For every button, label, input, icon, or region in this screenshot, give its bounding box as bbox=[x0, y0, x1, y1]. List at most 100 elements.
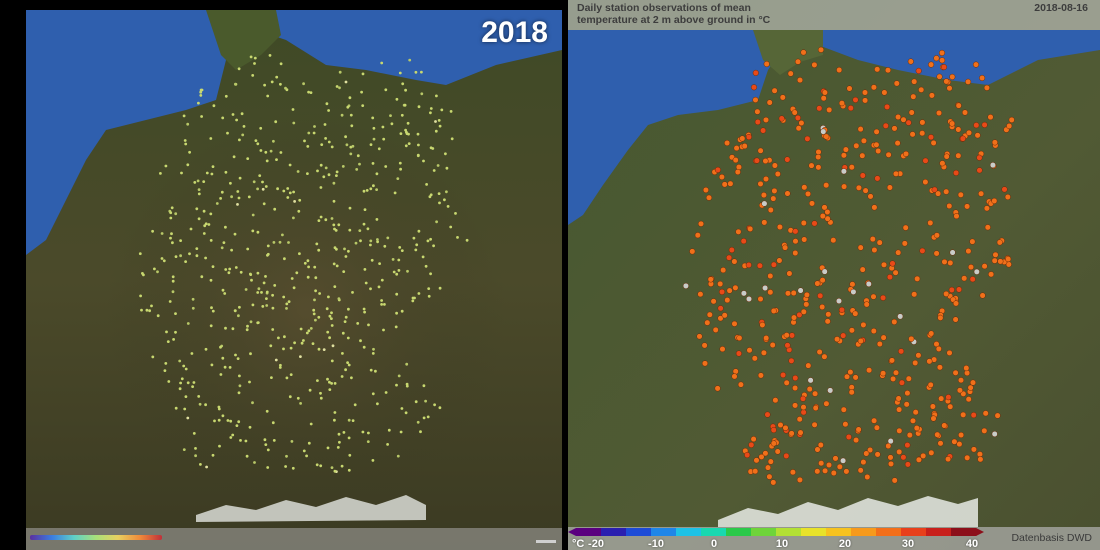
colorbar-high-arrow bbox=[976, 528, 984, 536]
left-station-dot bbox=[199, 463, 202, 466]
left-station-dot bbox=[351, 291, 354, 294]
left-station-dot bbox=[171, 279, 175, 283]
left-station-dot bbox=[384, 88, 388, 92]
colorbar-segment bbox=[701, 528, 727, 536]
right-station-dot bbox=[969, 276, 976, 283]
left-station-dot bbox=[151, 229, 154, 233]
legend-tick: -10 bbox=[648, 538, 664, 550]
legend-tick: 10 bbox=[775, 538, 789, 550]
left-station-dot bbox=[319, 391, 322, 395]
right-station-dot bbox=[803, 291, 810, 298]
left-station-dot bbox=[261, 305, 265, 308]
left-alps-snow bbox=[196, 495, 426, 522]
right-station-dot bbox=[754, 118, 761, 126]
right-station-dot bbox=[792, 384, 799, 392]
left-station-dot bbox=[358, 162, 361, 166]
left-station-dot bbox=[272, 139, 275, 143]
right-station-dot bbox=[886, 274, 893, 281]
left-station-dot bbox=[307, 441, 311, 445]
left-station-dot bbox=[437, 119, 441, 122]
left-station-dot bbox=[236, 203, 239, 206]
right-station-dot bbox=[762, 157, 769, 165]
year-label: 2018 bbox=[481, 16, 548, 49]
left-station-dot bbox=[238, 384, 242, 388]
right-station-dot bbox=[908, 335, 915, 342]
right-station-dot bbox=[706, 311, 713, 318]
right-station-dot bbox=[770, 307, 777, 314]
left-station-dot bbox=[180, 171, 183, 175]
right-station-dot bbox=[847, 369, 854, 376]
right-station-dot bbox=[915, 352, 922, 359]
right-station-dot bbox=[907, 58, 914, 65]
left-station-dot bbox=[262, 202, 266, 206]
left-station-dot bbox=[230, 195, 234, 199]
left-station-dot bbox=[376, 402, 379, 406]
left-station-dot bbox=[256, 230, 260, 234]
left-station-dot bbox=[318, 292, 321, 295]
right-station-dot bbox=[805, 362, 812, 369]
left-station-dot bbox=[291, 466, 295, 470]
right-station-dot bbox=[926, 358, 933, 365]
right-station-dot bbox=[867, 446, 874, 454]
left-station-dot bbox=[347, 436, 351, 440]
right-station-dot bbox=[795, 125, 802, 132]
right-station-dot bbox=[776, 223, 783, 231]
right-station-dot bbox=[892, 170, 900, 177]
left-station-dot bbox=[236, 357, 240, 360]
right-station-dot bbox=[867, 193, 874, 200]
right-station-dot bbox=[852, 310, 859, 317]
left-station-dot bbox=[231, 113, 235, 116]
left-station-dot bbox=[224, 268, 228, 271]
left-station-dot bbox=[384, 165, 388, 168]
temperature-legend: °C -20 -10 0 10 20 30 40 Datenbasis DWD bbox=[568, 527, 1100, 550]
left-station-dot bbox=[414, 400, 418, 404]
left-station-dot bbox=[306, 172, 309, 176]
left-station-dot bbox=[422, 159, 425, 163]
right-station-dot bbox=[973, 268, 980, 275]
right-station-dot bbox=[799, 395, 807, 402]
right-station-dot bbox=[850, 288, 857, 295]
right-station-dot bbox=[800, 404, 807, 411]
right-station-dot bbox=[947, 259, 954, 266]
right-station-dot bbox=[720, 267, 727, 274]
left-station-dot bbox=[382, 328, 385, 332]
colorbar-segment bbox=[626, 528, 652, 536]
left-station-dot bbox=[269, 344, 273, 348]
left-station-dot bbox=[372, 347, 375, 351]
left-station-dot bbox=[186, 322, 190, 325]
right-station-dot bbox=[873, 128, 880, 135]
right-station-dot bbox=[955, 102, 962, 109]
left-station-dot bbox=[371, 352, 375, 355]
left-station-dot bbox=[253, 56, 257, 60]
right-station-dot bbox=[885, 151, 892, 158]
left-station-dot bbox=[435, 220, 438, 224]
right-station-dot bbox=[881, 89, 888, 96]
right-station-dot bbox=[946, 349, 953, 356]
left-station-dot bbox=[278, 366, 282, 369]
right-station-dot bbox=[900, 116, 907, 123]
left-station-dot bbox=[372, 184, 375, 188]
left-station-dot bbox=[330, 466, 334, 469]
right-station-dot bbox=[771, 162, 778, 169]
right-station-dot bbox=[859, 172, 866, 179]
right-station-dot bbox=[896, 427, 903, 434]
right-station-dot bbox=[908, 109, 915, 116]
left-station-dot bbox=[292, 216, 295, 220]
left-station-dot bbox=[209, 137, 213, 140]
right-station-dot bbox=[772, 397, 779, 404]
left-station-dot bbox=[306, 259, 310, 263]
left-station-dot bbox=[407, 132, 410, 136]
left-station-dot bbox=[269, 149, 273, 153]
left-station-dot bbox=[178, 359, 182, 363]
left-station-dot bbox=[317, 248, 321, 252]
left-station-dot bbox=[380, 299, 383, 302]
left-station-dot bbox=[417, 143, 420, 147]
right-station-dot bbox=[976, 167, 983, 174]
left-station-dot bbox=[312, 131, 316, 135]
left-station-dot bbox=[233, 232, 237, 236]
left-station-dot bbox=[258, 174, 262, 178]
colorbar-low-arrow bbox=[568, 528, 576, 536]
left-station-dot bbox=[346, 105, 350, 109]
left-station-dot bbox=[298, 252, 301, 256]
left-station-dot bbox=[266, 466, 270, 469]
